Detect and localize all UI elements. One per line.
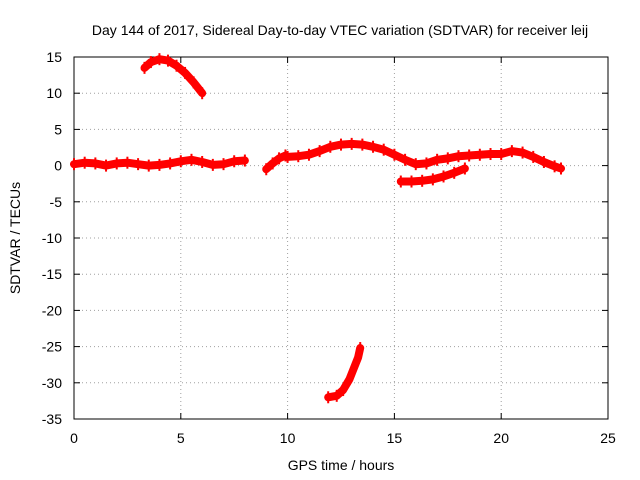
series-line-arc-4 bbox=[283, 139, 565, 173]
series-line-arc-1 bbox=[140, 55, 207, 98]
y-tick-label: -20 bbox=[42, 302, 62, 318]
y-tick-label: 5 bbox=[54, 121, 62, 137]
series-line-arc-3 bbox=[262, 151, 290, 174]
y-tick-label: -35 bbox=[42, 411, 62, 427]
y-tick-label: 0 bbox=[54, 158, 62, 174]
y-tick-label: -25 bbox=[42, 339, 62, 355]
y-tick-label: -15 bbox=[42, 266, 62, 282]
x-axis-label: GPS time / hours bbox=[288, 457, 395, 473]
series-line-arc-6 bbox=[324, 344, 365, 402]
y-tick-label: 15 bbox=[46, 49, 62, 65]
y-tick-label: -5 bbox=[50, 194, 63, 210]
x-tick-label: 20 bbox=[493, 430, 509, 446]
grid-layer bbox=[74, 57, 608, 419]
x-tick-label: 5 bbox=[177, 430, 185, 446]
chart-title: Day 144 of 2017, Sidereal Day-to-day VTE… bbox=[92, 22, 588, 38]
y-axis-label: SDTVAR / TECUs bbox=[7, 182, 23, 294]
y-tick-label: 10 bbox=[46, 85, 62, 101]
x-tick-label: 15 bbox=[387, 430, 403, 446]
y-tick-label: -10 bbox=[42, 230, 62, 246]
x-tick-label: 10 bbox=[280, 430, 296, 446]
x-tick-label: 25 bbox=[600, 430, 616, 446]
series-layer bbox=[70, 53, 565, 404]
y-tick-label: -30 bbox=[42, 375, 62, 391]
x-tick-label: 0 bbox=[70, 430, 78, 446]
tick-layer: 0 5 10 15 20 25 15 10 5 0 -5 -10 -15 -20 -25 -30 -35 bbox=[42, 49, 616, 446]
